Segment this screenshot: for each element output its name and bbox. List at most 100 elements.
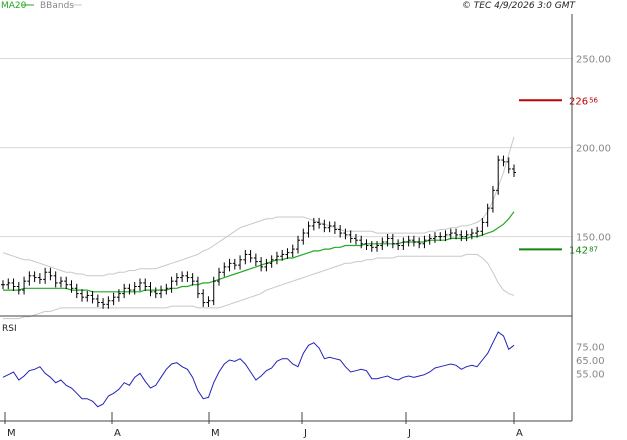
price-bar	[201, 289, 206, 307]
price-bar	[353, 233, 358, 245]
price-bar	[475, 226, 480, 238]
price-bar	[132, 282, 137, 295]
x-tick-label: A	[516, 428, 523, 439]
price-bar	[185, 271, 190, 283]
price-bar	[490, 185, 495, 213]
price-bars	[1, 155, 516, 309]
price-bar	[427, 233, 432, 245]
price-bar	[422, 235, 427, 249]
price-bar	[6, 278, 11, 290]
price-bar	[232, 258, 237, 270]
price-bar	[90, 290, 95, 304]
rsi-y-tick-label: 65.00	[576, 356, 605, 367]
price-bar	[359, 235, 364, 249]
y-tick-label: 150.00	[576, 233, 611, 244]
ma20-line	[3, 211, 515, 293]
resistance-label: 22656	[569, 96, 599, 107]
price-bar	[327, 221, 332, 233]
price-bar	[332, 221, 337, 234]
price-bar	[512, 164, 516, 177]
ma20-legend-label: MA20	[1, 1, 27, 11]
price-bar	[1, 280, 5, 290]
price-bar	[501, 155, 506, 167]
price-bar	[74, 283, 79, 299]
price-bar	[259, 257, 264, 272]
price-bar	[11, 278, 16, 291]
rsi-label: RSI	[2, 324, 17, 334]
price-bar	[48, 267, 53, 281]
price-bar	[348, 230, 353, 243]
price-bar	[143, 278, 148, 291]
price-bar	[459, 230, 464, 242]
price-bar	[164, 283, 169, 295]
price-grid	[0, 58, 572, 238]
price-bar	[322, 219, 327, 233]
rsi-panel: RSI 75.00 65.00 55.00	[2, 324, 605, 408]
price-bar	[95, 294, 100, 307]
price-bar	[111, 292, 116, 306]
price-bar	[64, 276, 69, 290]
rsi-y-tick-label: 55.00	[576, 369, 605, 380]
price-bar	[58, 276, 63, 288]
price-bar	[85, 290, 90, 302]
price-levels: 22656 14287	[519, 96, 599, 256]
x-tick-label: J	[303, 428, 307, 439]
price-bar	[53, 271, 58, 288]
price-bar	[243, 249, 248, 265]
price-bar	[338, 225, 343, 238]
price-bar	[69, 280, 74, 293]
price-bar	[438, 232, 443, 242]
price-bar	[211, 276, 216, 306]
price-bar	[364, 239, 369, 250]
ma20-layer	[3, 211, 515, 293]
price-bar	[264, 258, 269, 272]
price-bar	[496, 155, 501, 195]
y-tick-label: 250.00	[576, 55, 611, 66]
x-tick-label: J	[407, 428, 411, 439]
price-bar	[311, 217, 316, 231]
price-bar	[375, 241, 380, 252]
price-bar	[169, 276, 174, 293]
price-bar	[290, 244, 295, 258]
bbands-lower-line	[3, 253, 515, 320]
price-bar	[380, 237, 385, 250]
price-bar	[296, 235, 301, 254]
price-bar	[190, 273, 195, 286]
y-tick-label: 200.00	[576, 144, 611, 155]
price-bar	[406, 235, 411, 247]
price-bar	[480, 217, 485, 236]
price-bar	[116, 289, 121, 302]
price-bar	[343, 228, 348, 240]
bollinger-bands	[2, 136, 515, 320]
price-bar	[43, 267, 48, 284]
price-bar	[469, 228, 474, 240]
price-bar	[448, 228, 453, 240]
bbands-upper-line	[2, 136, 515, 277]
x-tick-label: A	[114, 428, 121, 439]
price-bar	[206, 296, 211, 307]
price-bar	[411, 235, 416, 247]
price-bar	[101, 298, 106, 309]
price-bar	[253, 253, 258, 267]
price-bar	[153, 287, 158, 299]
price-bar	[301, 228, 306, 245]
price-bar	[180, 271, 185, 283]
price-bar	[159, 285, 164, 299]
support-label: 14287	[569, 245, 598, 256]
price-bar	[174, 273, 179, 286]
price-bar	[195, 276, 200, 299]
price-bar	[216, 267, 221, 286]
price-bar	[37, 273, 42, 284]
price-y-ticks: 250.00 200.00 150.00	[576, 55, 611, 244]
price-bar	[122, 283, 127, 299]
copyright-text: © TEC 4/9/2026 3:0 GMT	[462, 1, 577, 11]
price-bar	[238, 255, 243, 270]
price-bar	[306, 221, 311, 238]
price-panel: 22656 14287 250.00 200.00 150.00	[0, 55, 611, 320]
price-bar	[417, 237, 422, 249]
x-tick-label: M	[211, 428, 220, 439]
price-bar	[127, 283, 132, 295]
price-bar	[27, 271, 32, 286]
